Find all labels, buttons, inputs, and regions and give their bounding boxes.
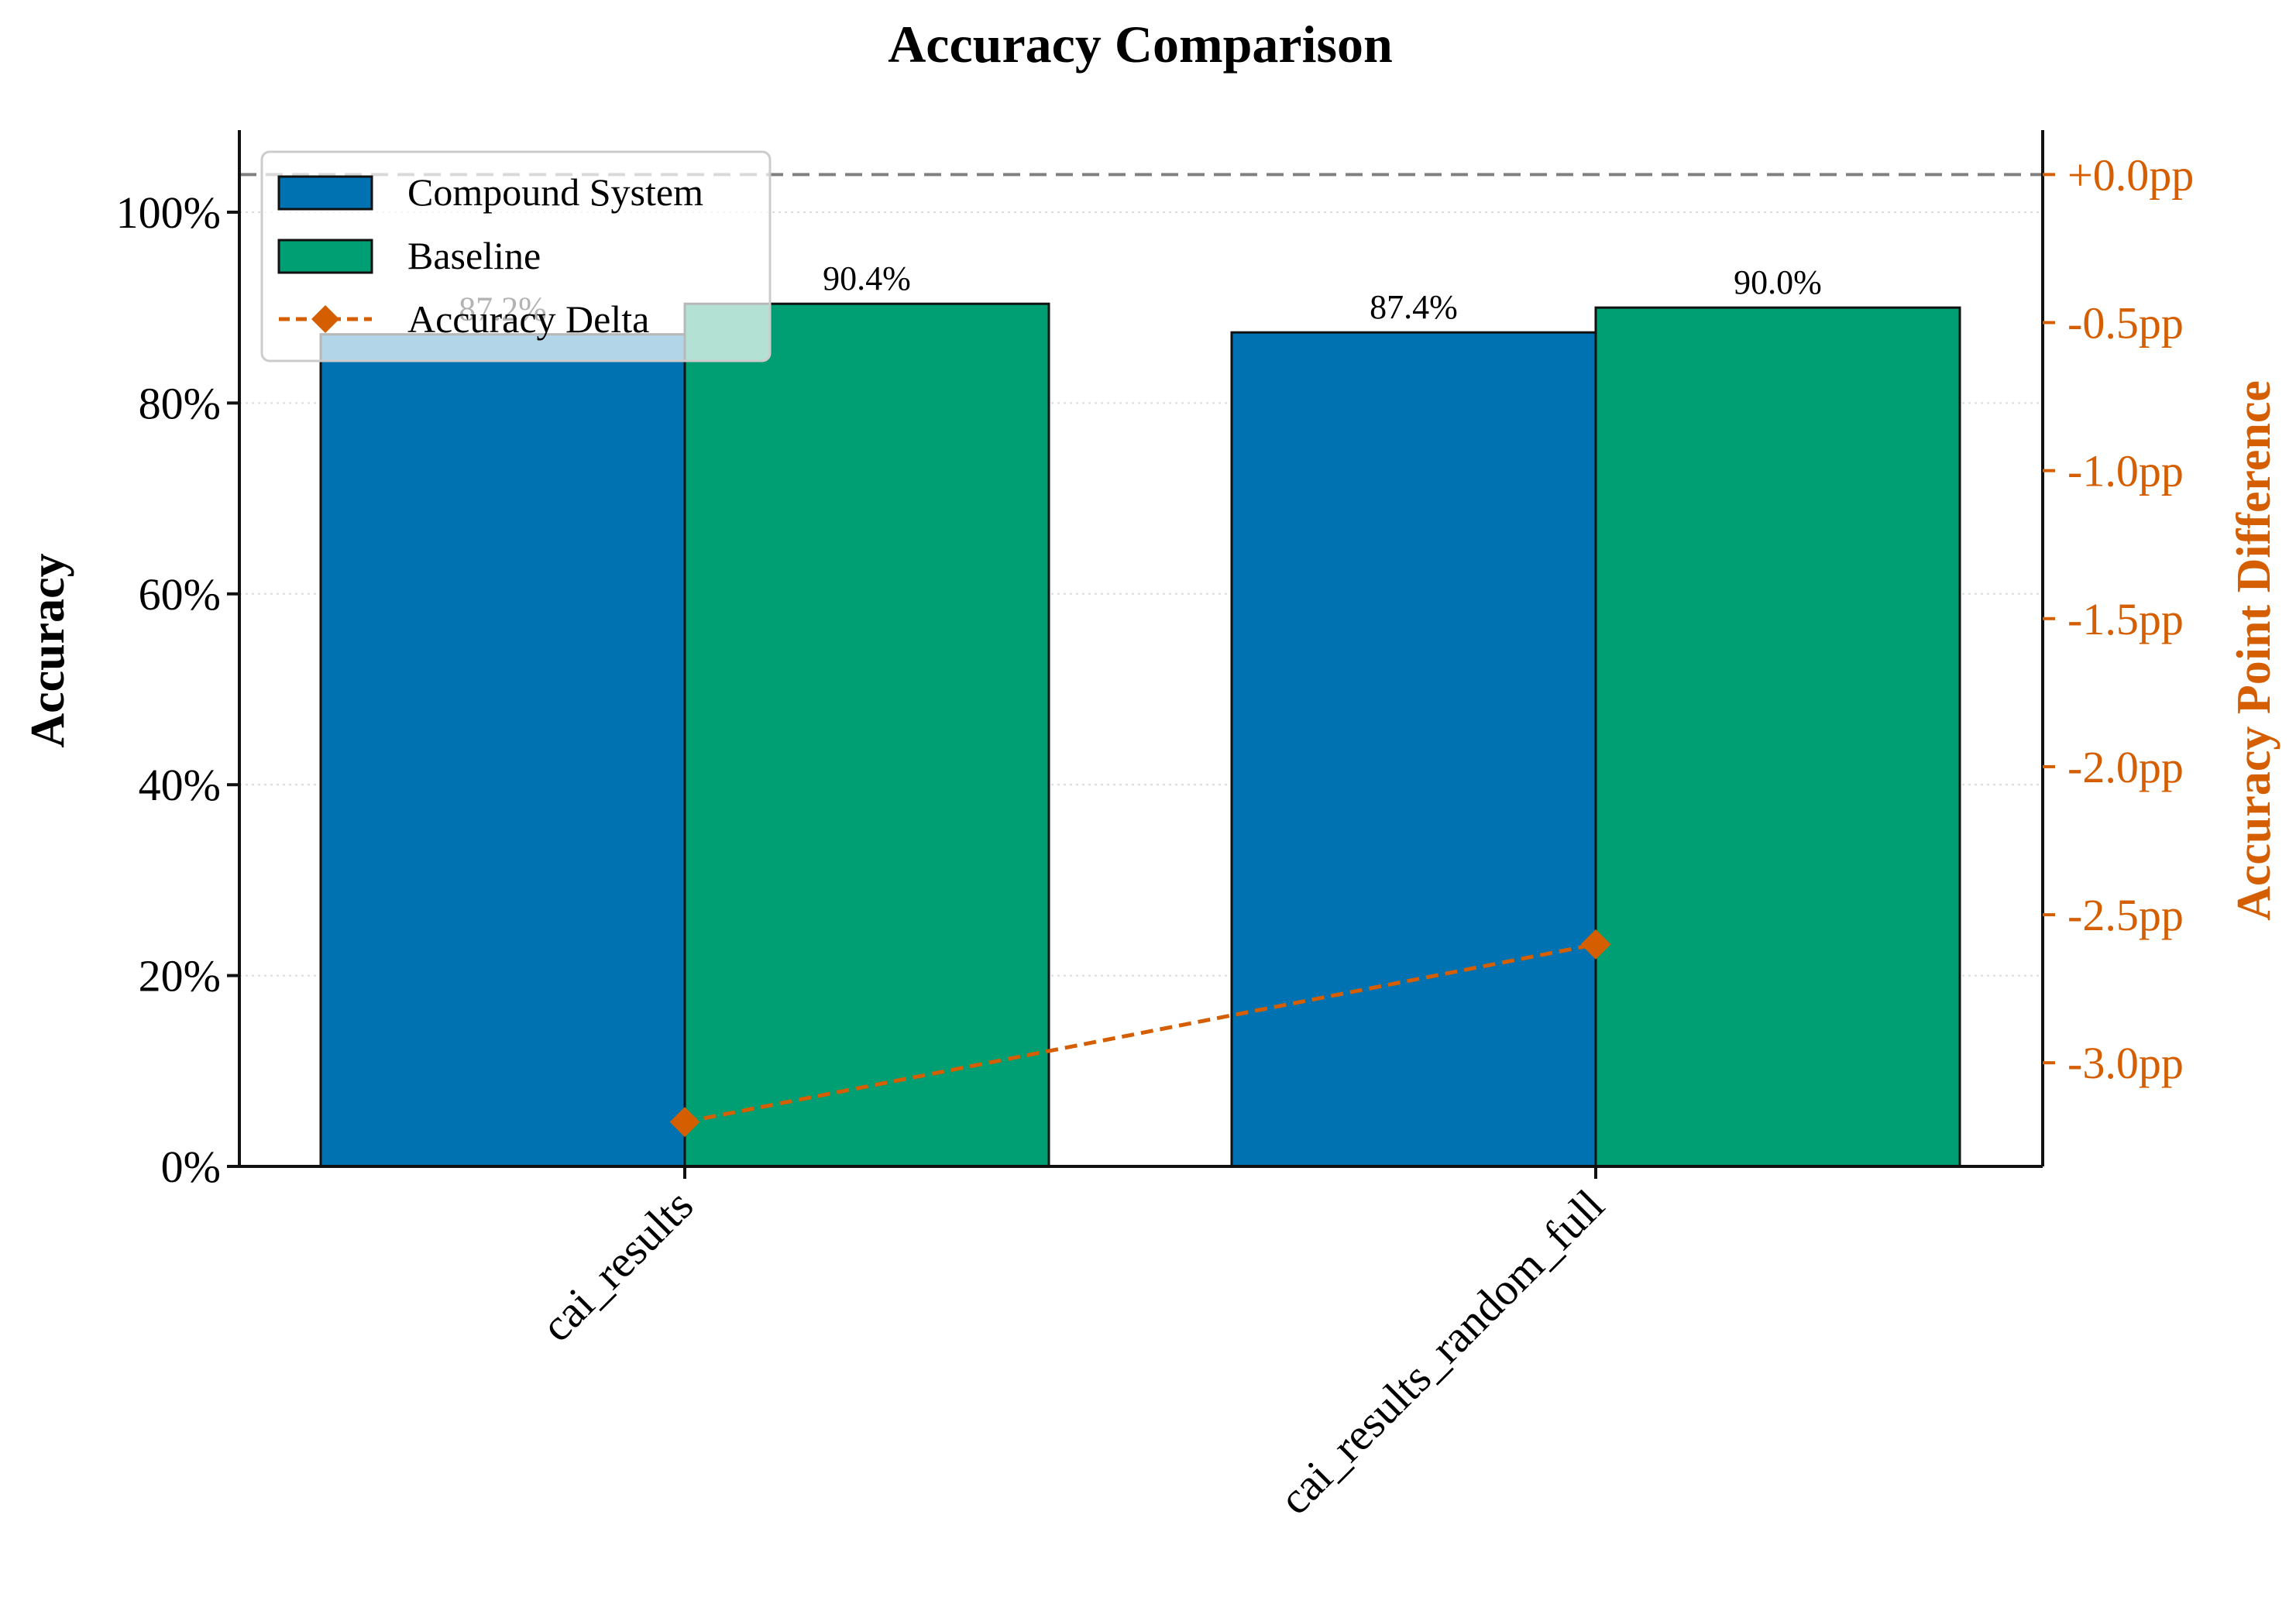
delta-line-group (669, 929, 1611, 1138)
right-tick-label: -2.5pp (2067, 890, 2184, 940)
legend-box (260, 150, 772, 362)
left-tick-label: 100% (116, 187, 221, 238)
legend-accuracy-delta-marker (311, 305, 339, 333)
delta-marker (1580, 929, 1611, 960)
left-tick-label: 20% (139, 951, 221, 1001)
right-tick-label: -3.0pp (2067, 1038, 2184, 1088)
legend-accuracy-delta-label: Accuracy Delta (407, 297, 649, 341)
bar-baseline (683, 302, 1050, 1168)
right-axis-ticks: +0.0pp -0.5pp -1.0pp -1.5pp -2.0pp -2.5pp -3.0… (2043, 149, 2194, 1088)
x-tick-label: cai_results (531, 1180, 703, 1351)
right-tick-label: -2.0pp (2067, 742, 2184, 792)
data-label-compound-system: 87.4% (1370, 288, 1458, 326)
axes-group (238, 130, 2044, 1168)
left-axis-ticks: 0% 20% 40% 60% 80% 100% (116, 187, 239, 1192)
left-tick-label: 80% (139, 378, 221, 428)
legend: Compound System Baseline Accuracy Delta (260, 150, 772, 362)
legend-baseline-swatch (277, 239, 373, 274)
data-label-baseline: 90.4% (823, 259, 911, 297)
legend-baseline-label: Baseline (407, 234, 541, 277)
right-tick-label: -1.0pp (2067, 446, 2184, 496)
legend-compound-system-label: Compound System (407, 170, 703, 214)
y-axis-label-left: Accuracy (22, 553, 74, 747)
left-tick-label: 0% (161, 1142, 221, 1192)
bar-group (319, 302, 1961, 1168)
left-tick-label: 40% (139, 760, 221, 810)
data-label-baseline: 90.0% (1734, 263, 1822, 301)
right-tick-label: -0.5pp (2067, 297, 2184, 348)
right-tick-label: -1.5pp (2067, 594, 2184, 644)
chart-title: Accuracy Comparison (888, 15, 1393, 74)
bar-compound-system (319, 333, 686, 1168)
bar-baseline (1594, 306, 1961, 1168)
legend-compound-system-swatch (277, 175, 373, 211)
category-labels: cai_results cai_results_random_full (531, 1166, 1614, 1524)
delta-marker (669, 1107, 700, 1138)
x-tick-label: cai_results_random_full (1270, 1180, 1614, 1524)
right-tick-label: +0.0pp (2067, 149, 2194, 200)
bar-compound-system (1230, 331, 1597, 1168)
left-tick-label: 60% (139, 569, 221, 620)
y-axis-label-right: Accuracy Point Difference (2228, 380, 2281, 921)
